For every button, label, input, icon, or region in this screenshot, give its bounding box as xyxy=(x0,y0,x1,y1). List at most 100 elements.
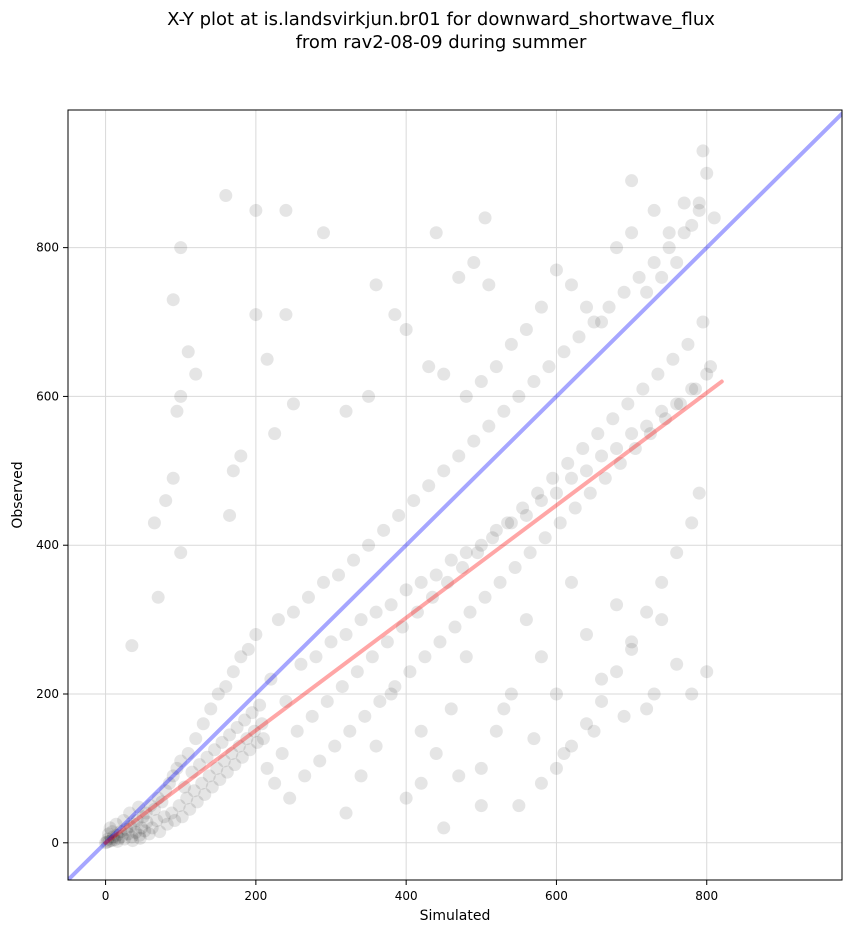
data-point-15 xyxy=(125,830,139,844)
data-point-243 xyxy=(595,694,609,708)
data-point-176 xyxy=(557,345,571,359)
data-point-109 xyxy=(305,709,319,723)
data-point-306 xyxy=(696,144,710,158)
data-point-233 xyxy=(429,747,443,761)
data-point-254 xyxy=(474,799,488,813)
data-point-311 xyxy=(707,211,721,225)
data-point-312 xyxy=(549,263,563,277)
data-point-234 xyxy=(414,776,428,790)
data-point-104 xyxy=(286,605,300,619)
data-point-186 xyxy=(595,449,609,463)
data-point-27 xyxy=(109,817,123,831)
data-point-116 xyxy=(332,568,346,582)
y-tick-label-0: 0 xyxy=(51,836,59,850)
data-point-320 xyxy=(504,337,518,351)
data-point-247 xyxy=(655,575,669,589)
data-point-132 xyxy=(392,508,406,522)
data-point-53 xyxy=(175,810,189,824)
data-point-14 xyxy=(123,819,137,833)
data-point-208 xyxy=(677,226,691,240)
data-point-262 xyxy=(617,709,631,723)
data-point-34 xyxy=(139,806,153,820)
data-point-26 xyxy=(105,825,119,839)
data-point-272 xyxy=(174,389,188,403)
data-point-70 xyxy=(208,743,222,757)
data-point-28 xyxy=(111,834,125,848)
data-point-269 xyxy=(166,293,180,307)
data-point-313 xyxy=(564,278,578,292)
data-point-168 xyxy=(527,375,541,389)
data-point-134 xyxy=(399,583,413,597)
data-point-250 xyxy=(692,486,706,500)
data-point-179 xyxy=(568,501,582,515)
data-point-268 xyxy=(219,189,233,203)
data-point-20 xyxy=(135,821,149,835)
data-point-181 xyxy=(576,442,590,456)
data-point-196 xyxy=(632,270,646,284)
data-point-285 xyxy=(166,471,180,485)
data-point-200 xyxy=(647,256,661,270)
data-point-177 xyxy=(561,456,575,470)
data-point-283 xyxy=(147,516,161,530)
data-point-241 xyxy=(564,739,578,753)
data-point-76 xyxy=(219,680,233,694)
data-point-78 xyxy=(223,728,237,742)
data-point-2 xyxy=(101,832,115,846)
data-point-163 xyxy=(508,561,522,575)
data-point-38 xyxy=(147,802,161,816)
data-point-59 xyxy=(187,784,201,798)
data-point-115 xyxy=(328,739,342,753)
data-point-223 xyxy=(625,642,639,656)
data-point-189 xyxy=(606,412,620,426)
data-point-11 xyxy=(117,832,131,846)
data-point-126 xyxy=(369,605,383,619)
data-point-58 xyxy=(185,765,199,779)
data-point-6 xyxy=(108,833,122,847)
data-point-252 xyxy=(512,799,526,813)
data-point-77 xyxy=(220,765,234,779)
data-point-30 xyxy=(123,806,137,820)
data-point-259 xyxy=(527,732,541,746)
data-point-278 xyxy=(268,427,282,441)
data-point-206 xyxy=(670,397,684,411)
data-point-245 xyxy=(625,635,639,649)
data-point-205 xyxy=(666,352,680,366)
data-point-23 xyxy=(140,815,154,829)
data-point-317 xyxy=(595,315,609,329)
data-point-323 xyxy=(459,389,473,403)
data-point-170 xyxy=(534,494,548,508)
data-point-158 xyxy=(489,523,503,537)
data-point-73 xyxy=(213,773,227,787)
data-point-97 xyxy=(260,761,274,775)
data-point-221 xyxy=(595,672,609,686)
data-point-210 xyxy=(685,382,699,396)
data-point-174 xyxy=(549,486,563,500)
data-point-167 xyxy=(523,546,537,560)
data-point-141 xyxy=(425,590,439,604)
data-point-83 xyxy=(232,739,246,753)
data-point-242 xyxy=(580,717,594,731)
data-point-89 xyxy=(243,743,257,757)
data-point-5 xyxy=(106,830,120,844)
data-point-56 xyxy=(181,747,195,761)
data-point-4 xyxy=(105,834,119,848)
gridlines xyxy=(68,110,842,880)
data-point-16 xyxy=(127,817,141,831)
data-point-261 xyxy=(587,724,601,738)
data-point-42 xyxy=(155,795,169,809)
data-point-236 xyxy=(384,687,398,701)
data-point-267 xyxy=(316,226,330,240)
data-point-136 xyxy=(407,494,421,508)
data-point-171 xyxy=(538,531,552,545)
data-point-240 xyxy=(549,761,563,775)
data-point-13 xyxy=(121,827,135,841)
data-point-32 xyxy=(132,800,146,814)
data-point-62 xyxy=(193,758,207,772)
data-point-172 xyxy=(542,360,556,374)
data-point-155 xyxy=(478,590,492,604)
data-point-169 xyxy=(531,486,545,500)
data-point-119 xyxy=(343,724,357,738)
y-tick-label-2: 400 xyxy=(36,538,59,552)
data-point-69 xyxy=(205,780,219,794)
chart-title-line-2: from rav2-08-09 during summer xyxy=(296,32,587,53)
